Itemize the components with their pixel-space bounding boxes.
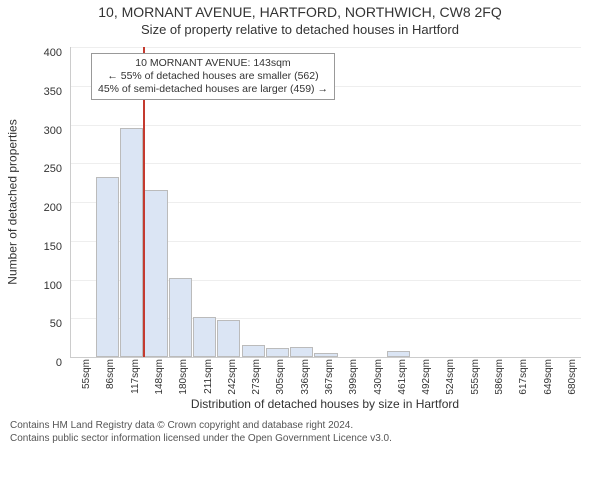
x-tick-label: 117sqm (130, 359, 141, 394)
histogram-bar (120, 128, 143, 357)
histogram-bar (193, 317, 216, 357)
annotation-box: 10 MORNANT AVENUE: 143sqm← 55% of detach… (91, 53, 335, 100)
footer-line2: Contains public sector information licen… (10, 432, 590, 445)
chart-title-line2: Size of property relative to detached ho… (0, 22, 600, 37)
chart-title-line1: 10, MORNANT AVENUE, HARTFORD, NORTHWICH,… (0, 4, 600, 20)
gridline (71, 47, 581, 48)
x-tick-label: 649sqm (543, 359, 554, 395)
annotation-line: ← 55% of detached houses are smaller (56… (98, 70, 328, 83)
histogram-bar (387, 351, 410, 357)
histogram-bar (266, 348, 289, 357)
x-tick-label: 242sqm (227, 359, 238, 395)
x-tick-label: 586sqm (494, 359, 505, 395)
x-tick-label: 461sqm (397, 359, 408, 395)
x-tick-label: 273sqm (251, 359, 262, 395)
histogram-bar (144, 190, 167, 357)
annotation-line: 45% of semi-detached houses are larger (… (98, 83, 328, 96)
x-tick-label: 555sqm (470, 359, 481, 395)
chart-titles: 10, MORNANT AVENUE, HARTFORD, NORTHWICH,… (0, 4, 600, 37)
x-axis-label: Distribution of detached houses by size … (70, 397, 580, 411)
y-tick-label: 250 (2, 163, 62, 175)
plot-area: 10 MORNANT AVENUE: 143sqm← 55% of detach… (70, 47, 581, 358)
x-tick-label: 492sqm (421, 359, 432, 395)
annotation-line: 10 MORNANT AVENUE: 143sqm (98, 57, 328, 70)
x-tick-label: 617sqm (518, 359, 529, 395)
chart-area: Number of detached properties 0501001502… (0, 37, 600, 417)
histogram-bar (290, 347, 313, 357)
histogram-bar (242, 345, 265, 357)
x-tick-label: 430sqm (373, 359, 384, 395)
y-tick-label: 200 (2, 202, 62, 214)
footer: Contains HM Land Registry data © Crown c… (0, 417, 600, 445)
y-axis-ticks: 050100150200250300350400 (0, 47, 66, 357)
x-tick-label: 399sqm (348, 359, 359, 395)
x-tick-label: 86sqm (105, 359, 116, 389)
gridline (71, 125, 581, 126)
x-tick-label: 148sqm (154, 359, 165, 395)
x-tick-label: 305sqm (275, 359, 286, 395)
y-tick-label: 350 (2, 86, 62, 98)
x-axis-ticks: 55sqm 86sqm 117sqm 148sqm 180sqm 211sqm 242sqm… (70, 359, 580, 399)
histogram-bar (314, 353, 337, 357)
histogram-bar (96, 177, 119, 357)
y-tick-label: 400 (2, 47, 62, 59)
y-tick-label: 0 (2, 357, 62, 369)
x-tick-label: 524sqm (445, 359, 456, 395)
x-tick-label: 55sqm (81, 359, 92, 389)
footer-line1: Contains HM Land Registry data © Crown c… (10, 419, 590, 432)
x-tick-label: 367sqm (324, 359, 335, 395)
y-tick-label: 50 (2, 318, 62, 330)
histogram-bar (217, 320, 240, 357)
y-tick-label: 150 (2, 241, 62, 253)
x-tick-label: 211sqm (203, 359, 214, 394)
x-tick-label: 180sqm (178, 359, 189, 395)
x-tick-label: 336sqm (300, 359, 311, 395)
gridline (71, 163, 581, 164)
histogram-bar (169, 278, 192, 357)
y-tick-label: 300 (2, 125, 62, 137)
x-tick-label: 680sqm (567, 359, 578, 395)
y-tick-label: 100 (2, 280, 62, 292)
